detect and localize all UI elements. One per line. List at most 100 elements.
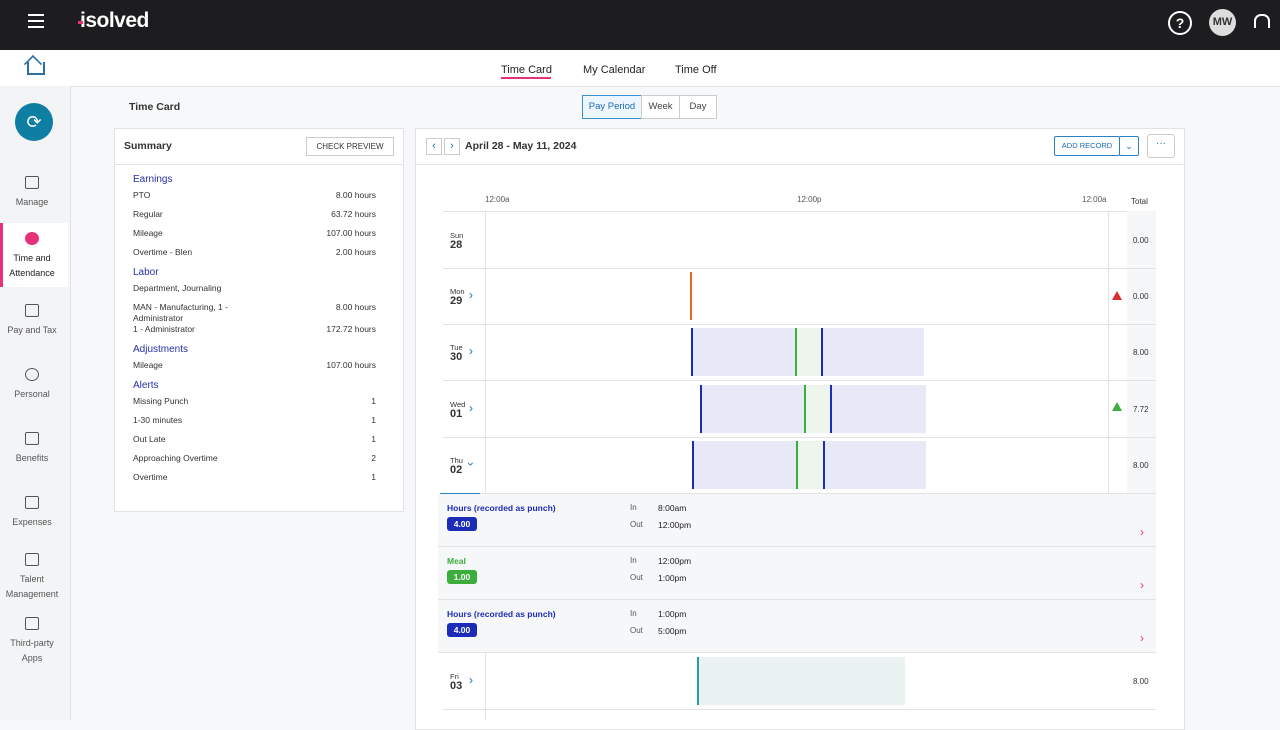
summary-row: PTO 8.00 hours: [133, 190, 376, 209]
expand-chevron[interactable]: ›: [464, 462, 478, 466]
entry-label[interactable]: Hours (recorded as punch): [447, 503, 556, 513]
sidebar-icon[interactable]: [25, 432, 39, 445]
row-label: Overtime: [133, 472, 168, 482]
day-total: 8.00: [1133, 348, 1149, 357]
day-total: 8.00: [1133, 461, 1149, 470]
row-value: 107.00 hours: [326, 360, 376, 370]
view-button[interactable]: Day: [679, 95, 717, 119]
entry-chevron[interactable]: ›: [1140, 631, 1144, 645]
row-label: 1-30 minutes: [133, 415, 183, 425]
entry-label[interactable]: Meal: [447, 556, 466, 566]
day-date: 01: [450, 408, 463, 420]
sidebar-label[interactable]: Expenses: [12, 517, 52, 527]
tab[interactable]: Time Card: [501, 64, 552, 76]
row-divider: [443, 380, 1156, 381]
sidebar-label[interactable]: Personal: [14, 389, 50, 399]
punch-line: [804, 385, 806, 433]
sidebar-icon[interactable]: [25, 232, 39, 245]
day-date: 30: [450, 351, 463, 363]
alert-icon[interactable]: [1112, 291, 1122, 300]
hours-badge: 1.00: [447, 570, 477, 584]
out-label: Out: [630, 573, 643, 582]
view-button[interactable]: Pay Period: [582, 95, 642, 119]
entry-label[interactable]: Hours (recorded as punch): [447, 609, 556, 619]
tab[interactable]: My Calendar: [583, 64, 646, 76]
sidebar-label[interactable]: Manage: [15, 197, 49, 207]
entry-chevron[interactable]: ›: [1140, 525, 1144, 539]
logo[interactable]: isolved: [80, 9, 149, 32]
sidebar-icon[interactable]: [25, 553, 39, 566]
prev-button[interactable]: ‹: [426, 138, 442, 155]
entry-row: [438, 600, 1156, 653]
menu-icon[interactable]: [28, 14, 44, 16]
view-button[interactable]: Week: [641, 95, 680, 119]
sidebar-icon[interactable]: [25, 617, 39, 630]
punch-line: [796, 441, 798, 489]
summary-title: Summary: [124, 140, 172, 152]
summary-row: Mileage 107.00 hours: [133, 228, 376, 247]
sidebar: [0, 86, 71, 720]
summary-divider: [115, 164, 402, 165]
punch-line: [690, 272, 692, 320]
tab-underline: [501, 77, 551, 79]
sidebar-label[interactable]: Talent Management: [5, 574, 59, 599]
shift-block: [804, 385, 830, 433]
section-heading: Labor: [133, 267, 159, 278]
add-record[interactable]: ADD RECORD: [1054, 136, 1120, 156]
bell-icon[interactable]: [1254, 14, 1270, 28]
shift-block: [796, 441, 823, 489]
row-value: 8.00 hours: [335, 302, 376, 312]
app-button[interactable]: ⟳: [15, 103, 53, 141]
sidebar-icon[interactable]: [25, 176, 39, 189]
expand-chevron[interactable]: ›: [469, 344, 473, 358]
avatar[interactable]: MW: [1209, 9, 1236, 36]
punch-line: [823, 441, 825, 489]
header-divider: [416, 164, 1183, 165]
in-label: In: [630, 503, 637, 512]
summary-row: Out Late 1: [133, 434, 376, 453]
summary-row: MAN - Manufacturing, 1 - Administrator 8.…: [133, 302, 376, 324]
tab[interactable]: Time Off: [675, 64, 717, 76]
section-heading: Earnings: [133, 174, 173, 185]
row-label: MAN - Manufacturing, 1 - Administrator: [133, 302, 228, 323]
row-divider: [443, 268, 1156, 269]
shift-block: [697, 657, 905, 705]
sidebar-label[interactable]: Pay and Tax: [7, 325, 57, 335]
expand-chevron[interactable]: ›: [469, 288, 473, 302]
expand-chevron[interactable]: ›: [469, 401, 473, 415]
more-button[interactable]: ···: [1147, 134, 1175, 158]
out-time: 12:00pm: [658, 520, 692, 530]
entry-chevron[interactable]: ›: [1140, 578, 1144, 592]
expand-chevron[interactable]: ›: [469, 673, 473, 687]
sidebar-icon[interactable]: [25, 496, 39, 509]
date-range: April 28 - May 11, 2024: [465, 140, 577, 152]
section-heading: Alerts: [133, 380, 159, 391]
in-time: 1:00pm: [658, 609, 687, 619]
next-button[interactable]: ›: [444, 138, 460, 155]
logo-dot: [78, 21, 83, 24]
sidebar-label[interactable]: Time and Attendance: [9, 253, 55, 278]
home-icon[interactable]: [27, 62, 45, 75]
punch-line: [821, 328, 823, 376]
row-divider: [443, 709, 1156, 710]
sidebar-icon[interactable]: [25, 368, 39, 381]
sidebar-label[interactable]: Third-party Apps: [10, 638, 54, 663]
punch-line: [697, 657, 699, 705]
punch-line: [795, 328, 797, 376]
alert-icon[interactable]: [1112, 402, 1122, 411]
hours-badge: 4.00: [447, 517, 477, 531]
in-time: 12:00pm: [658, 556, 692, 566]
total-column: [1127, 211, 1156, 494]
help-icon[interactable]: ?: [1168, 11, 1192, 35]
sub-nav: [0, 50, 1280, 87]
day-date: 03: [450, 680, 463, 692]
sidebar-icon[interactable]: [25, 304, 39, 317]
add-dropdown[interactable]: ⌄: [1119, 136, 1139, 156]
out-label: Out: [630, 626, 643, 635]
punch-line: [700, 385, 702, 433]
sidebar-label[interactable]: Benefits: [15, 453, 49, 463]
summary-body: Earnings PTO 8.00 hours Regular 63.72 hours M…: [133, 173, 376, 491]
row-label: Missing Punch: [133, 396, 189, 406]
check-preview[interactable]: CHECK PREVIEW: [306, 137, 394, 156]
axis-label: 12:00a: [485, 195, 510, 204]
